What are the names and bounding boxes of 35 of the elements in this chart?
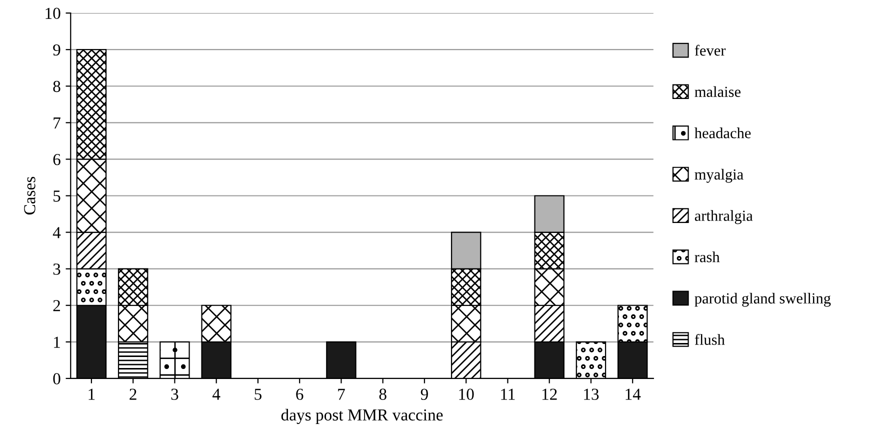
x-tick-label: 10 [459,388,474,400]
legend-label: myalgia [694,168,744,183]
x-tick-label: 12 [542,388,557,400]
legend-label: rash [694,252,720,262]
x-tick-label: 4 [212,388,220,400]
x-tick-label: 8 [379,388,386,400]
y-axis-title: Cases [24,176,36,215]
x-tick-label: 9 [420,388,428,400]
x-tick-label: 6 [296,388,304,400]
y-tick-label: 10 [46,8,60,19]
legend-label: parotid gland swelling [694,292,831,307]
x-tick-label: 11 [501,388,515,400]
y-tick-label: 5 [54,190,60,202]
y-tick-label: 3 [53,264,60,275]
y-tick-label: 7 [54,118,60,128]
legend-label: arthralgia [694,210,753,224]
legend-label: flush [694,334,725,345]
y-tick-label: 4 [52,227,61,238]
x-tick-label: 5 [254,388,262,400]
y-tick-label: 9 [53,44,60,56]
y-tick-label: 6 [53,154,60,166]
x-tick-label: 1 [88,388,95,400]
legend-label: fever [694,44,726,56]
x-axis-title: days post MMR vaccine [281,408,443,424]
y-tick-label: 1 [54,336,60,348]
x-tick-label: 7 [338,388,345,400]
x-tick-label: 2 [130,388,136,400]
y-tick-label: 0 [53,373,60,384]
y-tick-label: 2 [53,300,60,312]
x-tick-label: 13 [584,388,599,400]
y-tick-label: 8 [53,80,60,92]
legend-label: malaise [694,86,741,98]
x-tick-label: 3 [171,388,178,400]
x-tick-label: 14 [626,388,641,400]
legend-label: headache [694,128,751,138]
